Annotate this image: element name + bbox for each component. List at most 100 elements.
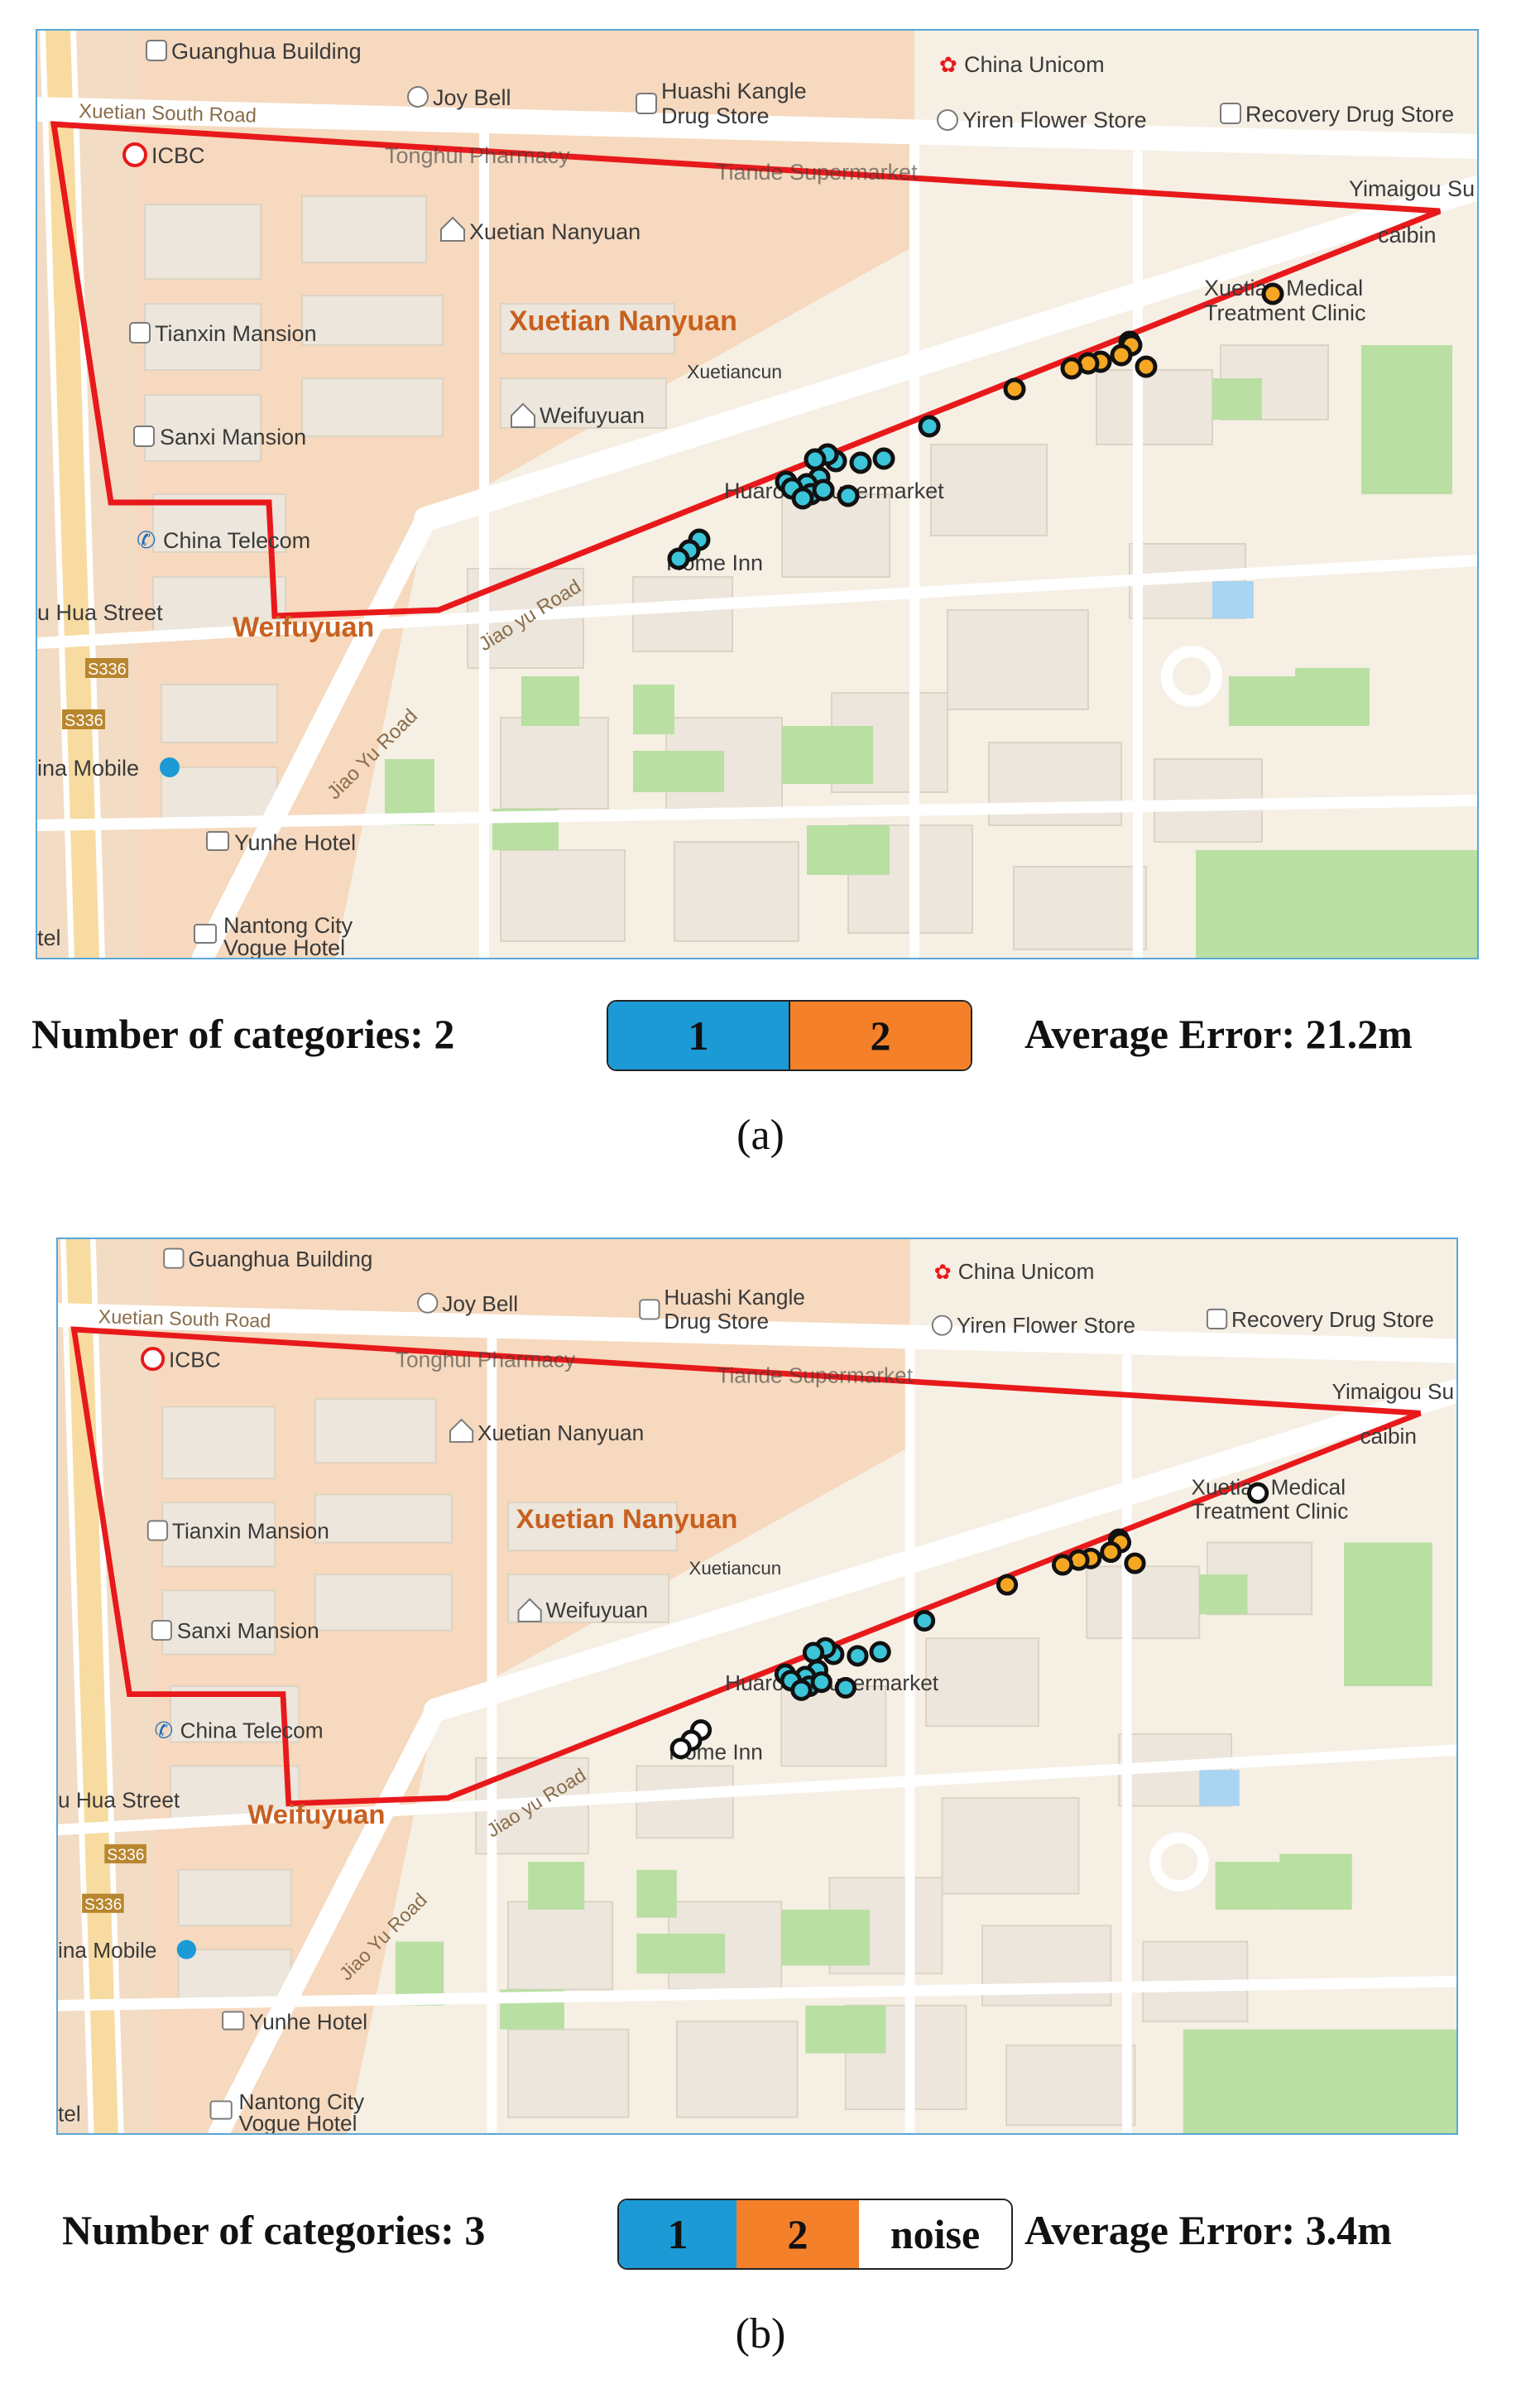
- icbc-icon: [122, 142, 147, 167]
- legend-a-item-2: 2: [790, 1002, 971, 1069]
- label-xuetian-nanyuan-poi: Xuetian Nanyuan: [477, 1420, 644, 1445]
- label-tonghui: Tonghui Pharmacy: [396, 1347, 576, 1372]
- panel-a: Guanghua Building Joy Bell Huashi Kangle…: [0, 0, 1521, 1200]
- legend-b-item-noise: noise: [859, 2200, 1011, 2268]
- s336-shield-b: [82, 1893, 124, 1913]
- label-xuetian-road: Xuetian South Road: [79, 100, 257, 127]
- boundary-polygon: [50, 121, 1442, 619]
- telecom-icon: ✆: [155, 1718, 174, 1743]
- label-unicom: China Unicom: [958, 1259, 1095, 1284]
- label-weifuyuan-area: Weifuyuan: [247, 1799, 385, 1829]
- marker-cluster-2: [1051, 1554, 1074, 1576]
- mobile-icon: [160, 757, 180, 777]
- categories-text-b: Number of categories: 3: [62, 2207, 486, 2253]
- marker-cluster-2: [1135, 355, 1158, 378]
- marker-cluster-2: [1060, 357, 1083, 380]
- label-tonghui: Tonghui Pharmacy: [385, 143, 570, 168]
- s336-shield-a: [104, 1843, 146, 1864]
- label-icbc: ICBC: [151, 143, 205, 168]
- telecom-icon: ✆: [137, 528, 156, 554]
- label-huashi-1: Huashi Kangle: [661, 79, 807, 103]
- marker-cluster-2: [1261, 282, 1284, 305]
- label-sanxi: Sanxi Mansion: [177, 1618, 319, 1643]
- s336-shield-a: [85, 658, 128, 678]
- label-china-mobile: ina Mobile: [37, 756, 139, 781]
- label-medical-2: Treatment Clinic: [1204, 300, 1366, 325]
- error-text-b: Average Error: 3.4m: [1024, 2207, 1392, 2253]
- label-guanghua: Guanghua Building: [171, 39, 362, 64]
- map-a-svg: Guanghua Building Joy Bell Huashi Kangle…: [37, 31, 1477, 958]
- label-tiande: Tiande Supermarket: [716, 160, 918, 185]
- label-yunhe: Yunhe Hotel: [249, 2010, 367, 2035]
- marker-cluster-1: [804, 448, 827, 471]
- map-a[interactable]: Guanghua Building Joy Bell Huashi Kangle…: [36, 29, 1479, 959]
- unicom-icon: ✿: [934, 1262, 952, 1284]
- error-text-a: Average Error: 21.2m: [1024, 1011, 1413, 1057]
- label-joybell: Joy Bell: [433, 85, 511, 110]
- roundabout: [1149, 1832, 1209, 1891]
- label-xuetian-road: Xuetian South Road: [98, 1305, 271, 1331]
- label-xuetian-nanyuan-area: Xuetian Nanyuan: [509, 305, 737, 337]
- label-weifuyuan-poi: Weifuyuan: [546, 1598, 648, 1622]
- label-nantong-1: Nantong City: [239, 2089, 366, 2114]
- label-huashi-2: Drug Store: [664, 1309, 769, 1334]
- label-s336-b: S336: [84, 1896, 122, 1914]
- map-b[interactable]: Guanghua Building Joy Bell Huashi Kangle…: [56, 1238, 1458, 2135]
- legend-a: 1 2: [607, 1000, 972, 1071]
- label-xuetian-nanyuan-poi: Xuetian Nanyuan: [469, 219, 641, 244]
- label-s336-a: S336: [88, 661, 127, 679]
- marker-noise: [1246, 1482, 1269, 1504]
- residential-area: [87, 31, 914, 958]
- marker-cluster-1: [790, 1679, 813, 1701]
- subcaption-b: (b): [735, 2310, 786, 2358]
- markers-a: [667, 282, 1284, 570]
- label-s336-a: S336: [107, 1846, 144, 1864]
- label-caibin: caibin: [1378, 223, 1437, 248]
- label-yiren: Yiren Flower Store: [962, 108, 1147, 132]
- label-nantong-2: Vogue Hotel: [223, 935, 345, 958]
- marker-cluster-2: [1110, 344, 1133, 367]
- legend-b-item-2: 2: [737, 2200, 859, 2268]
- label-recovery: Recovery Drug Store: [1245, 102, 1454, 127]
- mobile-icon: [176, 1939, 197, 1959]
- label-hotel-cut: tel: [37, 925, 61, 950]
- label-joybell: Joy Bell: [442, 1291, 518, 1316]
- marker-cluster-1: [869, 1641, 891, 1663]
- marker-cluster-1: [667, 547, 690, 570]
- label-hotel-cut: tel: [58, 2102, 81, 2127]
- label-icbc: ICBC: [169, 1347, 221, 1372]
- residential-area: [106, 1239, 910, 2133]
- label-china-telecom: China Telecom: [180, 1718, 324, 1743]
- legend-b-item-1: 1: [619, 2200, 737, 2268]
- label-sanxi: Sanxi Mansion: [160, 425, 306, 449]
- label-xuetiancun: Xuetiancun: [689, 1558, 781, 1579]
- label-tiande: Tiande Supermarket: [717, 1363, 913, 1388]
- marker-cluster-2: [996, 1574, 1019, 1596]
- marker-cluster-1: [847, 1645, 869, 1667]
- marker-cluster-1: [913, 1609, 936, 1632]
- label-yunhe: Yunhe Hotel: [234, 830, 356, 855]
- pond: [1212, 581, 1254, 618]
- label-weifuyuan-poi: Weifuyuan: [540, 403, 645, 428]
- unicom-icon: ✿: [939, 53, 957, 77]
- label-hua-street: u Hua Street: [58, 1788, 180, 1813]
- s336-shield-b: [62, 709, 105, 729]
- label-tianxin: Tianxin Mansion: [172, 1519, 329, 1544]
- legend-b: 1 2 noise: [617, 2199, 1013, 2270]
- pond: [1199, 1770, 1240, 1806]
- label-china-telecom: China Telecom: [163, 528, 310, 553]
- label-yimaigou: Yimaigou Su: [1349, 176, 1475, 201]
- label-yimaigou: Yimaigou Su: [1331, 1379, 1454, 1404]
- label-caibin: caibin: [1360, 1424, 1417, 1449]
- label-hua-street: u Hua Street: [37, 600, 163, 625]
- label-nantong-1: Nantong City: [223, 913, 353, 938]
- label-unicom: China Unicom: [964, 52, 1105, 77]
- label-medical-1: Xuetian Medical: [1191, 1475, 1346, 1500]
- marker-cluster-2: [1124, 1552, 1146, 1574]
- marker-cluster-2: [1003, 377, 1026, 401]
- categories-text-a: Number of categories: 2: [31, 1011, 455, 1057]
- boundary-polygon: [70, 1326, 1422, 1807]
- label-huashi-1: Huashi Kangle: [664, 1285, 805, 1310]
- label-yiren: Yiren Flower Store: [957, 1313, 1135, 1338]
- label-s336-b: S336: [65, 712, 103, 730]
